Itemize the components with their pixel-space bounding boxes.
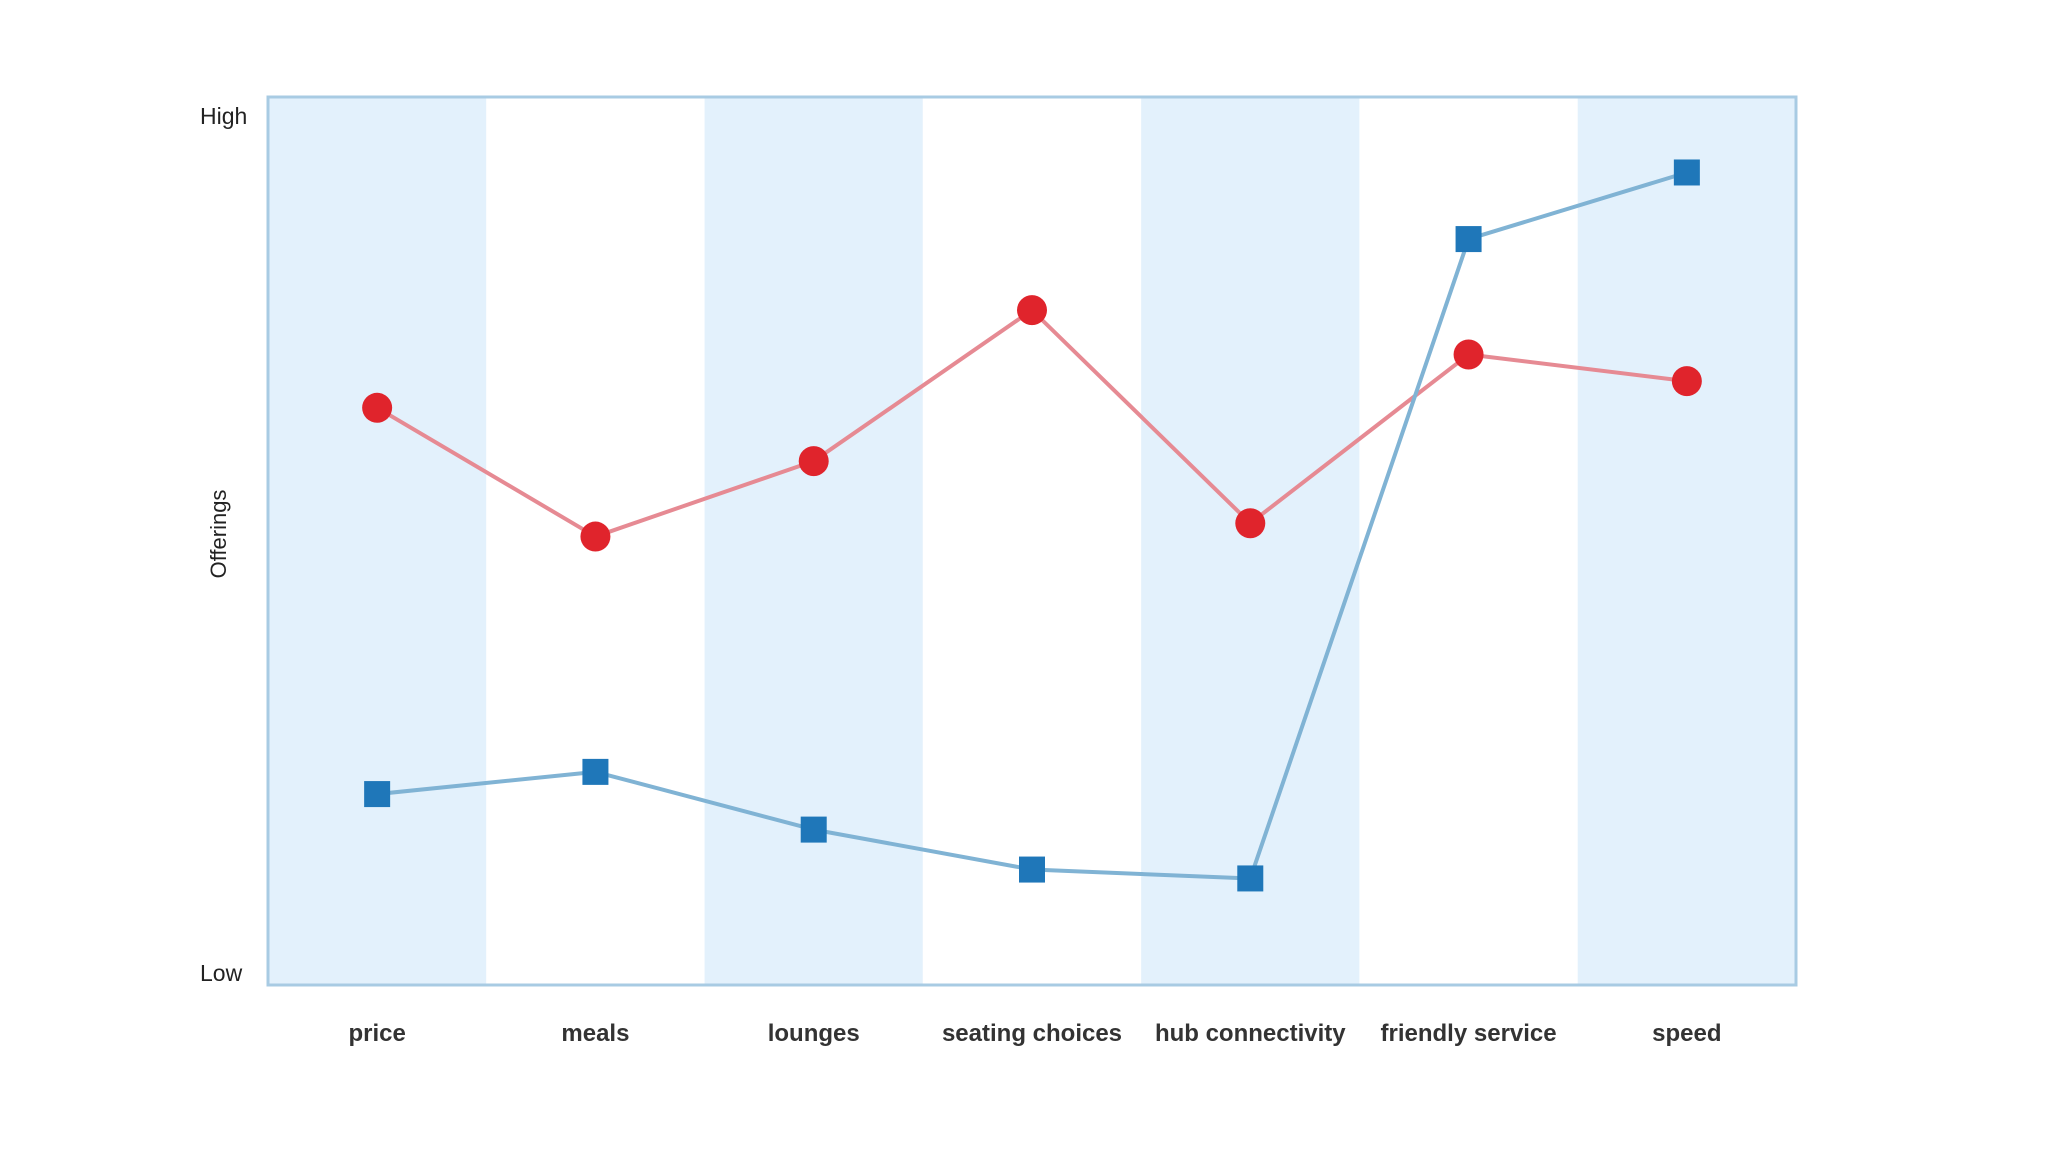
data-point: [1673, 159, 1700, 186]
x-tick-label: hub connectivity: [1155, 1020, 1346, 1047]
y-axis-label: Offerings: [206, 490, 231, 579]
x-tick-label: seating choices: [942, 1020, 1122, 1047]
data-point: [362, 392, 393, 423]
data-point: [800, 816, 827, 843]
y-tick-high: High: [200, 103, 247, 129]
column-bands: [268, 97, 1796, 985]
column-band: [1577, 97, 1796, 985]
data-point: [1019, 856, 1045, 883]
data-point: [580, 521, 611, 552]
series-markers: [362, 159, 1702, 892]
column-band: [922, 97, 1142, 985]
data-point: [1237, 865, 1264, 892]
x-tick-label: price: [348, 1020, 405, 1047]
data-point: [364, 781, 391, 808]
column-band: [704, 97, 923, 985]
data-point: [1453, 339, 1484, 370]
data-point: [1671, 366, 1702, 397]
data-point: [1455, 226, 1482, 253]
column-band: [268, 97, 487, 985]
x-tick-labels: price meals lounges seating choices hub conn…: [348, 1020, 1721, 1047]
column-band: [1141, 97, 1360, 985]
x-tick-label: meals: [561, 1020, 629, 1047]
plot-frame: [266, 95, 1798, 987]
data-point: [798, 446, 829, 477]
y-tick-low: Low: [200, 960, 243, 986]
x-tick-label: speed: [1652, 1020, 1721, 1047]
data-point: [582, 758, 609, 785]
x-tick-label: lounges: [768, 1020, 860, 1047]
data-point: [1017, 295, 1047, 326]
data-point: [1235, 508, 1266, 539]
x-tick-label: friendly service: [1381, 1020, 1557, 1047]
